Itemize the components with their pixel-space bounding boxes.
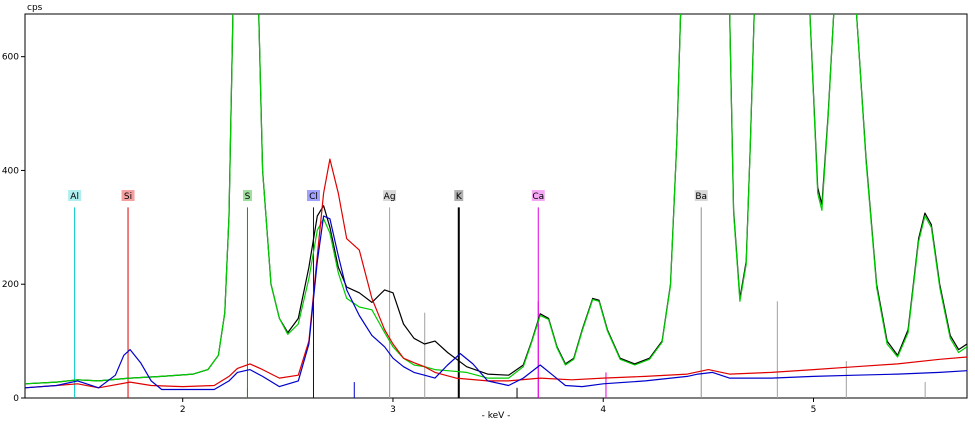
x-tick-label: 5 xyxy=(811,405,817,415)
x-tick-label: 3 xyxy=(390,405,396,415)
y-tick-label: 600 xyxy=(2,53,19,63)
element-label-bg-ca xyxy=(531,190,545,202)
x-tick-label: 4 xyxy=(600,405,606,415)
element-label-k[interactable]: K xyxy=(456,192,463,202)
element-label-bg-ag xyxy=(383,190,397,202)
element-label-bg-cl xyxy=(306,190,320,202)
element-label-cl[interactable]: Cl xyxy=(309,192,318,202)
element-label-si[interactable]: Si xyxy=(124,192,132,202)
element-label-ca[interactable]: Ca xyxy=(532,192,544,202)
y-tick-label: 200 xyxy=(2,280,19,290)
y-tick-label: 400 xyxy=(2,166,19,176)
y-axis-title: cps xyxy=(27,3,43,13)
element-label-bg-ba xyxy=(694,190,708,202)
element-label-bg-si xyxy=(121,190,135,202)
series-line-2 xyxy=(25,14,967,385)
y-tick-label: 0 xyxy=(13,394,19,404)
plot-area xyxy=(24,13,968,399)
element-label-ba[interactable]: Ba xyxy=(695,192,707,202)
x-axis-title: - keV - xyxy=(482,411,511,421)
element-label-al[interactable]: Al xyxy=(70,192,79,202)
series-line-3 xyxy=(25,158,967,389)
element-label-s[interactable]: S xyxy=(245,192,251,202)
element-label-bg-al xyxy=(68,190,82,202)
element-label-bg-s xyxy=(242,190,252,202)
x-tick-label: 2 xyxy=(180,405,186,415)
element-labels: Al Si S Cl Ag K Ca Ba xyxy=(68,190,708,202)
spectrum-series xyxy=(25,14,967,391)
element-label-bg-k xyxy=(454,190,464,202)
axis-ticks: 2 3 4 5 0 200 400 600 xyxy=(2,53,817,415)
element-label-ag[interactable]: Ag xyxy=(384,192,396,202)
series-line-4 xyxy=(25,215,967,391)
